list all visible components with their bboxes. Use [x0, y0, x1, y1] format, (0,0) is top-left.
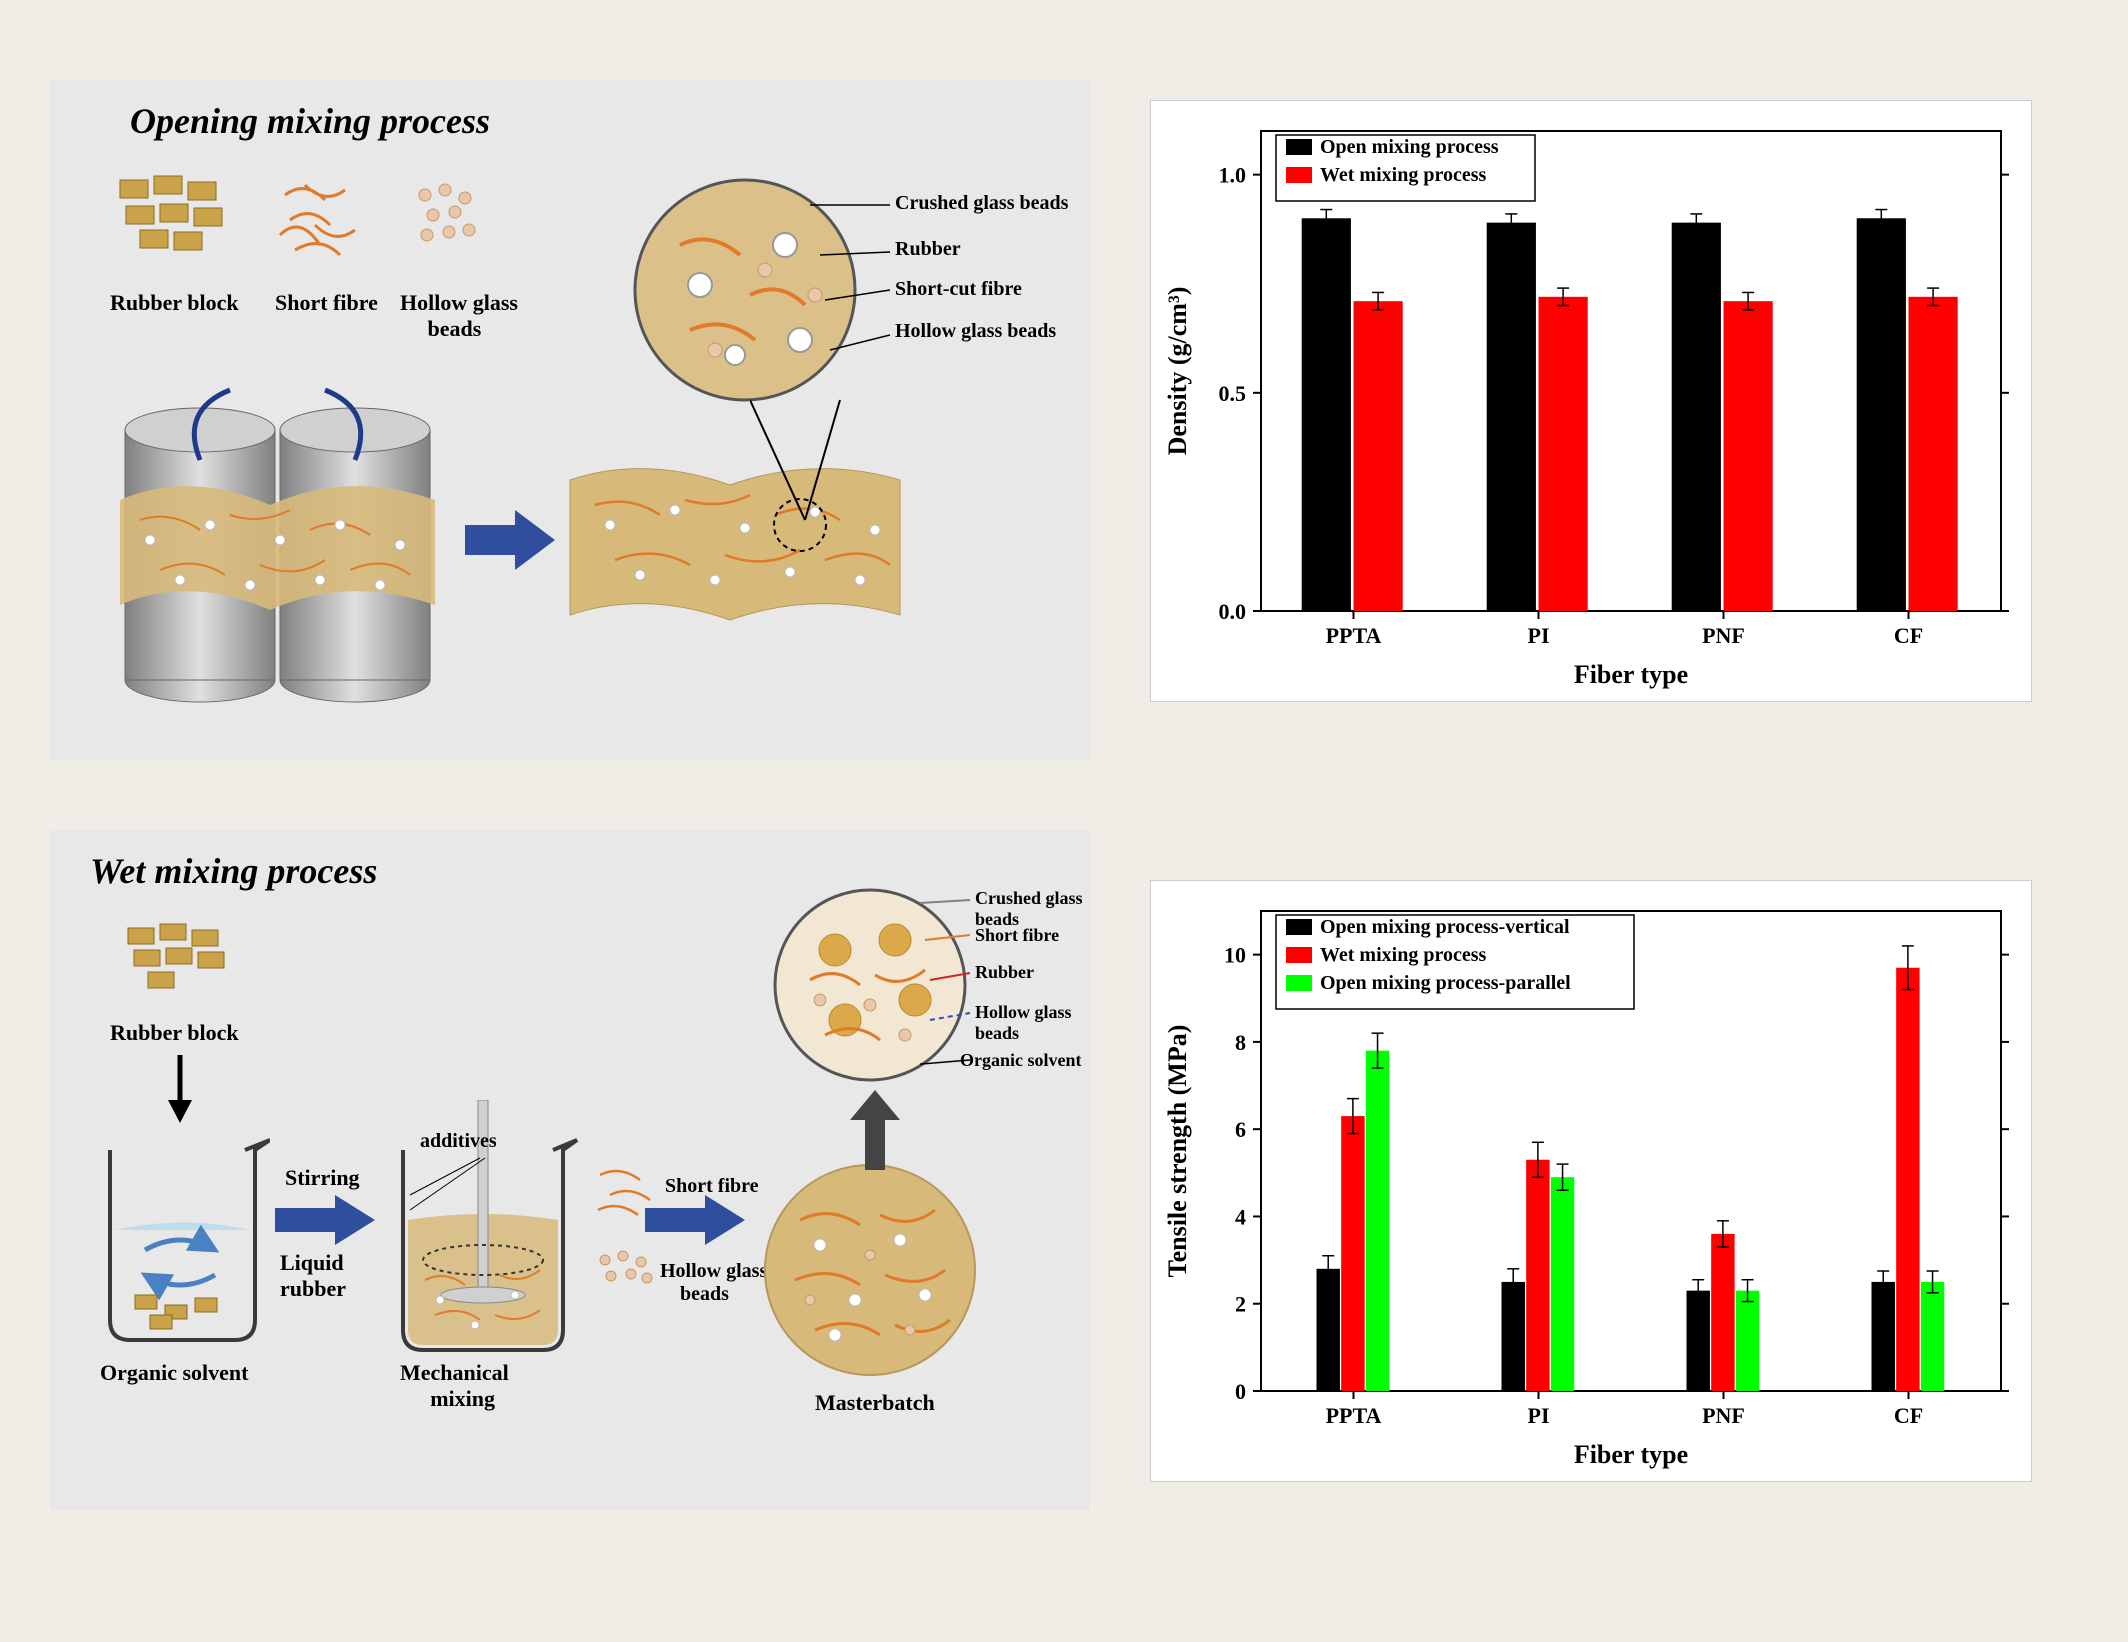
svg-text:PPTA: PPTA	[1326, 1403, 1382, 1428]
wet-callout-4: Organic solvent	[960, 1050, 1082, 1071]
hollow-beads-icon	[419, 184, 475, 241]
rubber-block-icon-b	[120, 920, 260, 1010]
short-fibre-label: Short fibre	[275, 290, 378, 316]
wet-callout-2: Rubber	[975, 962, 1034, 983]
density-chart: 0.0 0.5 1.0 Density (g/cm³) PPTA PI PNF CF Fiber…	[1150, 100, 2032, 702]
svg-text:6: 6	[1235, 1117, 1246, 1142]
svg-text:2: 2	[1235, 1292, 1246, 1317]
callout-crushed: Crushed glass beads	[895, 192, 1068, 215]
tensile-chart: 0 2 4 6 8 10 Tensile strength (MPa) PPTA PI PNF CF…	[1150, 880, 2032, 1482]
organic-solvent-label: Organic solvent	[100, 1360, 249, 1386]
svg-text:PNF: PNF	[1702, 623, 1745, 648]
arrow-icon	[465, 510, 555, 570]
opening-mixing-title: Opening mixing process	[130, 100, 490, 142]
svg-text:0.0: 0.0	[1219, 599, 1247, 624]
arrow-3	[645, 1195, 745, 1245]
up-arrow-icon	[850, 1090, 900, 1170]
hollow-beads-label-b: Hollow glass beads	[660, 1260, 767, 1306]
short-fibre-icon	[280, 185, 355, 255]
callout-hollow: Hollow glass beads	[895, 320, 1056, 343]
masterbatch	[760, 1160, 980, 1380]
svg-text:Open mixing process: Open mixing process	[1320, 136, 1499, 158]
rubber-block-label: Rubber block	[110, 290, 239, 316]
svg-text:10: 10	[1224, 943, 1246, 968]
additive-lines	[400, 1155, 570, 1255]
wet-callout-0: Crushed glass beads	[975, 888, 1090, 930]
svg-text:Wet mixing process: Wet mixing process	[1320, 164, 1487, 186]
svg-text:PPTA: PPTA	[1326, 623, 1382, 648]
svg-text:PI: PI	[1528, 1403, 1550, 1428]
stirring-label: Stirring	[285, 1165, 360, 1191]
opening-mixing-panel: Opening mixing process R	[50, 80, 1090, 760]
wet-mixing-title: Wet mixing process	[90, 850, 377, 892]
wet-callout-1: Short fibre	[975, 925, 1059, 946]
wet-callout-3: Hollow glass beads	[975, 1002, 1090, 1044]
down-arrow-icon	[165, 1055, 195, 1125]
svg-text:PI: PI	[1528, 623, 1550, 648]
svg-text:PNF: PNF	[1702, 1403, 1745, 1428]
svg-text:Fiber type: Fiber type	[1574, 1440, 1688, 1469]
arrow-2	[275, 1195, 375, 1245]
svg-text:Density (g/cm³): Density (g/cm³)	[1163, 287, 1192, 456]
callout-rubber: Rubber	[895, 238, 961, 261]
masterbatch-label: Masterbatch	[815, 1390, 935, 1416]
callout-shortcut: Short-cut fibre	[895, 278, 1022, 301]
svg-text:1.0: 1.0	[1219, 163, 1247, 188]
svg-text:Fiber type: Fiber type	[1574, 660, 1688, 689]
svg-text:0: 0	[1235, 1379, 1246, 1404]
svg-text:Wet mixing process: Wet mixing process	[1320, 944, 1487, 966]
svg-text:0.5: 0.5	[1219, 381, 1247, 406]
svg-text:CF: CF	[1894, 623, 1923, 648]
svg-text:Tensile strength (MPa): Tensile strength (MPa)	[1163, 1025, 1192, 1278]
hollow-beads-label: Hollow glass beads	[400, 290, 518, 342]
beaker-solvent	[95, 1130, 270, 1350]
svg-text:8: 8	[1235, 1030, 1246, 1055]
svg-text:Open mixing process-vertical: Open mixing process-vertical	[1320, 916, 1570, 938]
svg-text:4: 4	[1235, 1204, 1246, 1229]
wet-mixing-panel: Wet mixing process Rubber block Organic …	[50, 830, 1090, 1510]
svg-text:CF: CF	[1894, 1403, 1923, 1428]
liquid-rubber-label: Liquid rubber	[280, 1250, 346, 1302]
rubber-block-icon	[120, 176, 222, 250]
additives-label: additives	[420, 1130, 497, 1153]
two-roll-mill	[110, 370, 450, 720]
rubber-block-label-b: Rubber block	[110, 1020, 239, 1046]
mech-mixing-label: Mechanical mixing	[400, 1360, 509, 1412]
svg-text:Open mixing process-parallel: Open mixing process-parallel	[1320, 972, 1571, 994]
